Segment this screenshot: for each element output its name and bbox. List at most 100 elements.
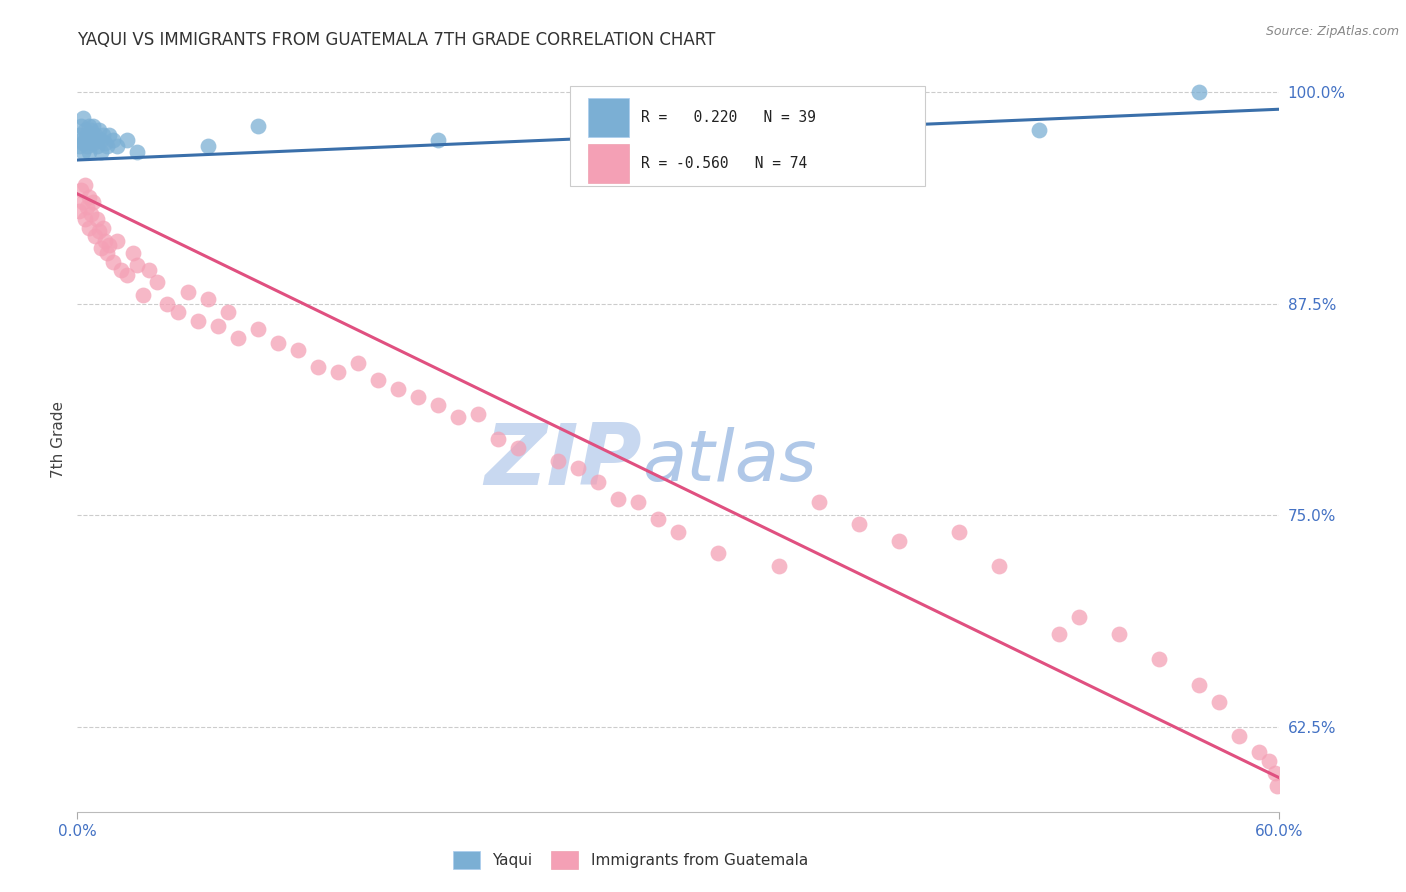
FancyBboxPatch shape — [571, 86, 925, 186]
Point — [1069, 610, 1091, 624]
Point — [447, 410, 470, 425]
Point — [246, 322, 269, 336]
Point — [197, 292, 219, 306]
Point — [80, 133, 103, 147]
Point — [267, 335, 290, 350]
Point — [72, 195, 94, 210]
Point — [70, 133, 93, 147]
Point — [1258, 754, 1281, 768]
Point — [1047, 627, 1070, 641]
Point — [84, 229, 107, 244]
Point — [146, 275, 169, 289]
Point — [70, 184, 93, 198]
Point — [166, 305, 188, 319]
Y-axis label: 7th Grade: 7th Grade — [51, 401, 66, 478]
Point — [122, 246, 145, 260]
Point — [768, 559, 790, 574]
Point — [82, 195, 104, 210]
Point — [627, 495, 650, 509]
Text: atlas: atlas — [643, 427, 817, 496]
Point — [948, 525, 970, 540]
Point — [82, 119, 104, 133]
Point — [96, 139, 118, 153]
Point — [547, 454, 569, 468]
Point — [1188, 678, 1211, 692]
Legend: Yaqui, Immigrants from Guatemala: Yaqui, Immigrants from Guatemala — [447, 845, 814, 875]
Point — [567, 461, 589, 475]
Point — [67, 203, 90, 218]
FancyBboxPatch shape — [588, 98, 628, 136]
Point — [98, 128, 121, 142]
Point — [406, 390, 429, 404]
Point — [103, 254, 125, 268]
Point — [427, 399, 450, 413]
Point — [103, 133, 125, 147]
Point — [67, 139, 90, 153]
Point — [1264, 765, 1286, 780]
Point — [207, 318, 229, 333]
Point — [67, 128, 90, 142]
Point — [387, 382, 409, 396]
Point — [86, 139, 108, 153]
Point — [176, 285, 198, 299]
Point — [94, 136, 117, 150]
Point — [90, 145, 112, 159]
Point — [75, 178, 97, 193]
Point — [72, 136, 94, 150]
Point — [76, 128, 98, 142]
Point — [127, 258, 149, 272]
Text: ZIP: ZIP — [485, 420, 643, 503]
Point — [1149, 652, 1171, 666]
Point — [467, 407, 489, 421]
Point — [117, 133, 139, 147]
Point — [427, 133, 450, 147]
Point — [326, 365, 349, 379]
Point — [70, 119, 93, 133]
Point — [647, 512, 669, 526]
Point — [668, 525, 690, 540]
Point — [246, 119, 269, 133]
Point — [107, 139, 129, 153]
Point — [107, 234, 129, 248]
Point — [75, 122, 97, 136]
Point — [197, 139, 219, 153]
Point — [110, 263, 132, 277]
Point — [486, 432, 509, 446]
Point — [72, 111, 94, 125]
Point — [1028, 122, 1050, 136]
Point — [1229, 729, 1251, 743]
Point — [76, 201, 98, 215]
Point — [79, 128, 101, 142]
Text: R = -0.560   N = 74: R = -0.560 N = 74 — [641, 156, 807, 171]
Point — [79, 119, 101, 133]
Point — [588, 475, 610, 489]
Point — [807, 495, 830, 509]
Point — [79, 220, 101, 235]
Point — [72, 145, 94, 159]
Point — [94, 234, 117, 248]
Point — [89, 224, 111, 238]
Point — [93, 220, 115, 235]
Point — [988, 559, 1011, 574]
Point — [1188, 85, 1211, 99]
Point — [90, 133, 112, 147]
Point — [307, 359, 329, 374]
Point — [80, 122, 103, 136]
Point — [80, 207, 103, 221]
Point — [90, 241, 112, 255]
Point — [75, 133, 97, 147]
Point — [1267, 780, 1289, 794]
Point — [1108, 627, 1130, 641]
Text: Source: ZipAtlas.com: Source: ZipAtlas.com — [1265, 25, 1399, 38]
Point — [1208, 695, 1230, 709]
Point — [86, 133, 108, 147]
Point — [508, 441, 530, 455]
Point — [132, 288, 155, 302]
Point — [607, 491, 630, 506]
Point — [82, 136, 104, 150]
Point — [156, 297, 179, 311]
Point — [79, 145, 101, 159]
Point — [226, 331, 249, 345]
Point — [187, 314, 209, 328]
Text: YAQUI VS IMMIGRANTS FROM GUATEMALA 7TH GRADE CORRELATION CHART: YAQUI VS IMMIGRANTS FROM GUATEMALA 7TH G… — [77, 31, 716, 49]
